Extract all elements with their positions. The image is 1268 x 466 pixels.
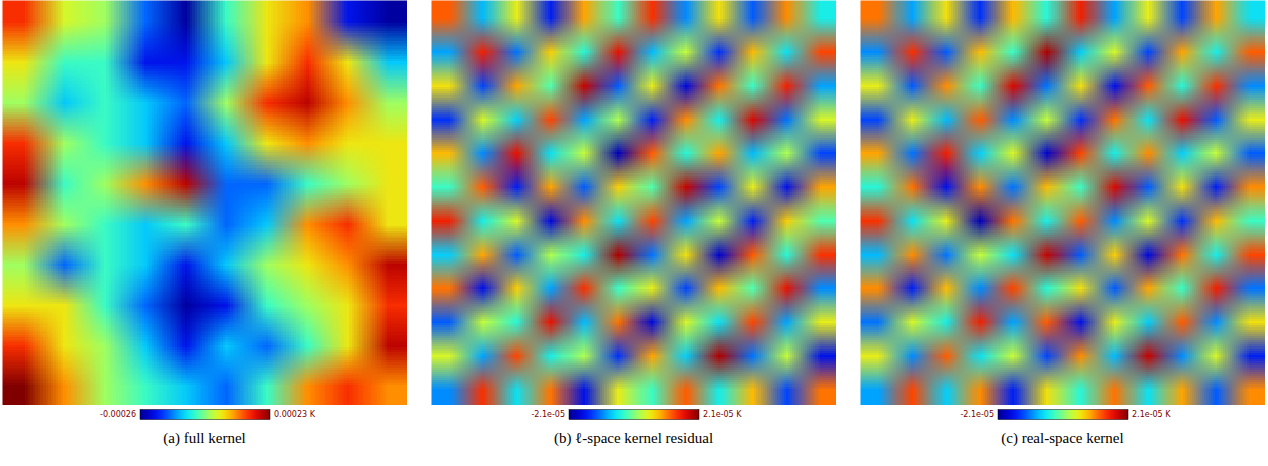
svg-text:2.1e-05 K: 2.1e-05 K [1132,410,1171,419]
html-text:(a) full kernel: (a) full kernel [163,430,246,446]
svg-text:0.00023 K: 0.00023 K [274,410,316,419]
svg-text:-2.1e-05: -2.1e-05 [531,410,565,419]
svg-text:-0.00026: -0.00026 [100,410,136,419]
svg-text:2.1e-05 K: 2.1e-05 K [703,410,742,419]
svg-text:-2.1e-05: -2.1e-05 [960,410,994,419]
html-text:(c) real-space kernel: (c) real-space kernel [1001,430,1124,446]
html-text:(b) ℓ-space kernel residual: (b) ℓ-space kernel residual [553,430,714,446]
